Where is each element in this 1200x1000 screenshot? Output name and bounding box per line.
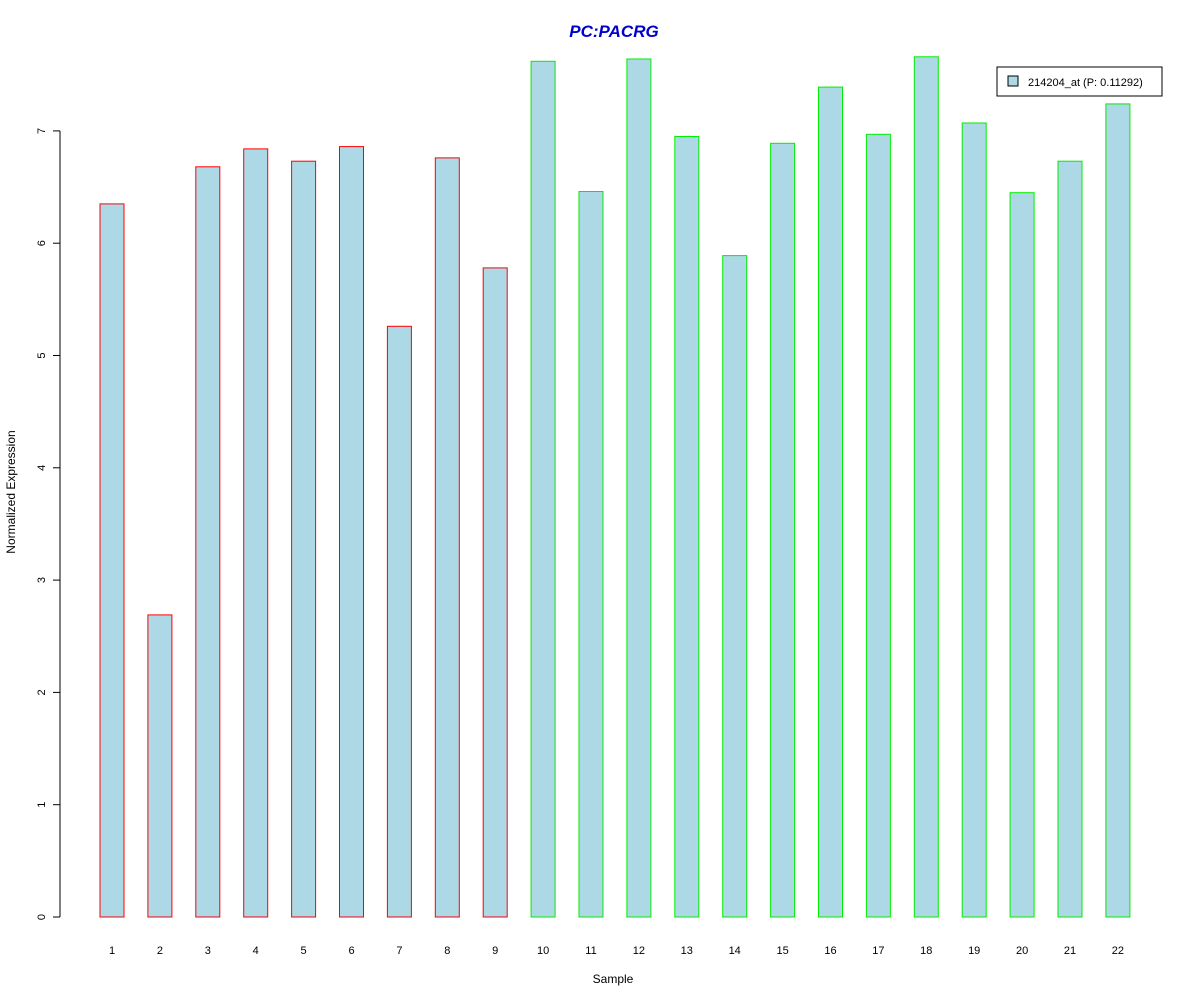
x-tick-label: 15: [776, 945, 788, 957]
x-tick-label: 21: [1064, 945, 1076, 957]
legend: 214204_at (P: 0.11292): [996, 66, 1163, 97]
y-tick-label: 3: [36, 577, 48, 583]
bar-sample-8: [434, 157, 460, 918]
y-tick-label: 0: [36, 914, 48, 920]
bar-sample-5: [291, 160, 317, 918]
x-tick-label: 2: [157, 945, 163, 957]
y-axis-title: Normalized Expression: [4, 430, 18, 553]
y-tick-label: 2: [36, 689, 48, 695]
x-tick-label: 3: [205, 945, 211, 957]
x-tick-label: 17: [872, 945, 884, 957]
y-tick-label: 6: [36, 240, 48, 246]
bars-group: [99, 56, 1131, 918]
x-tick-label: 6: [348, 945, 354, 957]
bar-sample-19: [961, 122, 987, 918]
bar-sample-12: [626, 58, 652, 918]
x-tick-label: 20: [1016, 945, 1028, 957]
bar-sample-1: [99, 203, 125, 918]
chart-title: PC:PACRG: [569, 22, 658, 41]
y-axis: 0 1 2 3 4 5 6 7: [36, 128, 61, 920]
x-tick-labels: 1 2 3 4 5 6 7 8 9 10 11 12 13 14 15 16 17 18 19 20 21 22: [109, 945, 1124, 957]
y-tick-label: 7: [36, 128, 48, 134]
bar-sample-6: [339, 146, 364, 918]
bar-sample-22: [1105, 103, 1131, 918]
x-tick-label: 18: [920, 945, 932, 957]
x-tick-label: 14: [729, 945, 741, 957]
bar-sample-9: [482, 267, 508, 918]
bar-sample-7: [386, 325, 412, 918]
x-tick-label: 19: [968, 945, 980, 957]
x-tick-label: 22: [1112, 945, 1124, 957]
x-tick-label: 13: [681, 945, 693, 957]
bar-sample-4: [243, 148, 269, 918]
bar-sample-14: [722, 255, 748, 918]
bar-sample-13: [674, 136, 700, 918]
bar-sample-17: [865, 133, 891, 918]
bar-sample-10: [530, 60, 556, 918]
y-tick-label: 1: [36, 802, 48, 808]
x-tick-label: 7: [396, 945, 402, 957]
x-tick-label: 16: [824, 945, 836, 957]
x-axis-title: Sample: [593, 972, 634, 986]
bar-sample-20: [1009, 192, 1035, 918]
y-tick-label: 4: [36, 465, 48, 471]
x-tick-label: 5: [301, 945, 307, 957]
x-tick-label: 8: [444, 945, 450, 957]
y-tick-label: 5: [36, 352, 48, 358]
bar-sample-21: [1057, 160, 1083, 918]
x-tick-label: 1: [109, 945, 115, 957]
bar-sample-3: [195, 166, 221, 918]
x-tick-label: 9: [492, 945, 498, 957]
bar-sample-16: [818, 86, 843, 918]
bar-sample-11: [578, 191, 604, 918]
x-tick-label: 4: [253, 945, 259, 957]
x-tick-label: 11: [585, 945, 596, 957]
bar-sample-15: [770, 142, 796, 918]
legend-box: [996, 66, 1163, 97]
legend-label: 214204_at (P: 0.11292): [1028, 77, 1143, 89]
bar-sample-2: [147, 614, 173, 918]
legend-swatch: [1007, 75, 1019, 87]
bar-sample-18: [913, 56, 939, 918]
x-tick-label: 12: [633, 945, 645, 957]
x-tick-label: 10: [537, 945, 549, 957]
